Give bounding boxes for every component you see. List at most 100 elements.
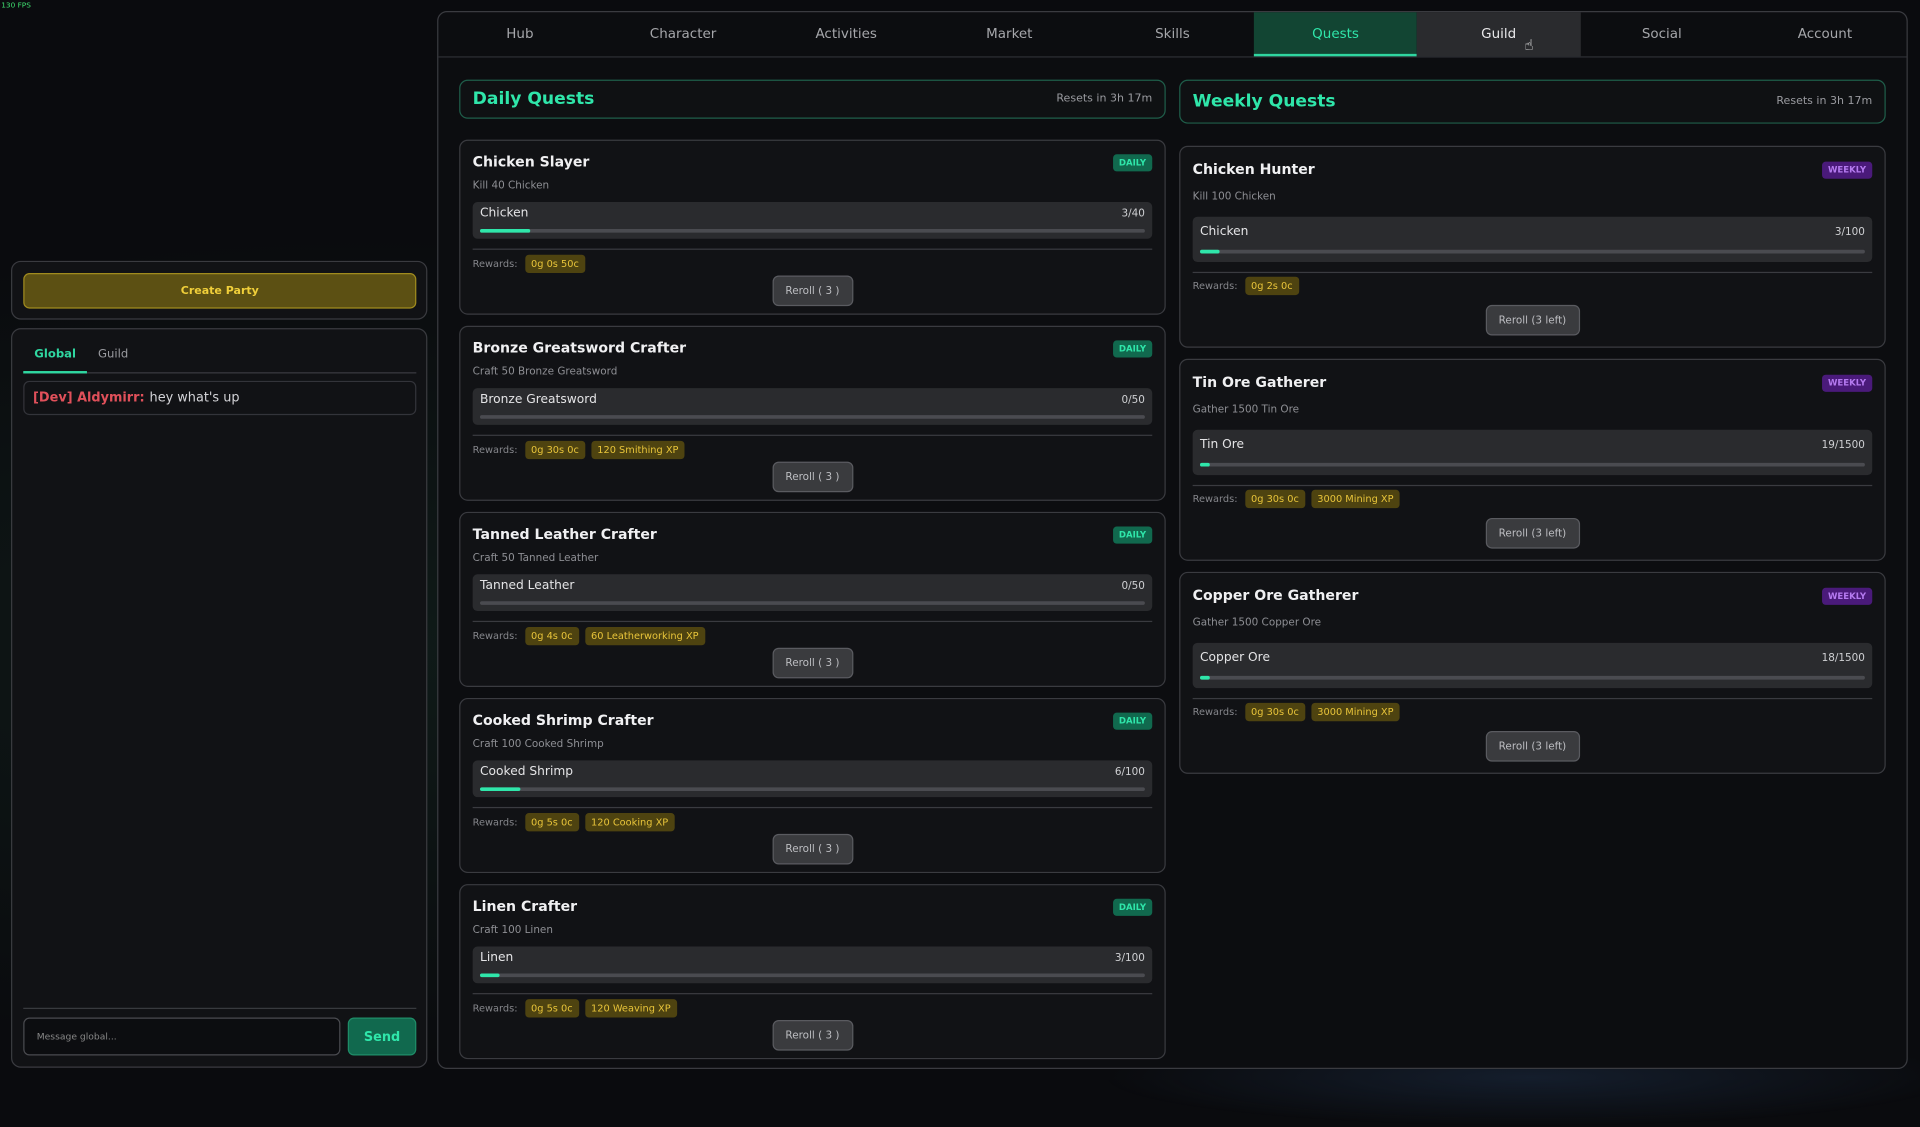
quest-type-badge: DAILY xyxy=(1112,154,1153,172)
reroll-button[interactable]: Reroll ( 3 ) xyxy=(771,1020,853,1051)
chat-tab-global[interactable]: Global xyxy=(23,344,88,374)
tab-guild[interactable]: Guild xyxy=(1417,12,1581,57)
reward-chip: 0g 30s 0c xyxy=(1244,702,1306,722)
progress-bar xyxy=(1200,462,1865,467)
progress-count: 0/50 xyxy=(1121,580,1145,593)
reroll-button[interactable]: Reroll (3 left) xyxy=(1485,731,1580,762)
send-button[interactable]: Send xyxy=(347,1017,417,1056)
quest-rewards: Rewards: 0g 2s 0c xyxy=(1192,276,1299,296)
quest-progress: Tanned Leather 0/50 xyxy=(472,574,1153,612)
create-party-button[interactable]: Create Party xyxy=(23,273,417,309)
progress-bar xyxy=(480,228,1145,233)
quest-description: Craft 50 Tanned Leather xyxy=(472,552,599,565)
tab-skills[interactable]: Skills xyxy=(1155,25,1190,42)
rewards-label: Rewards: xyxy=(1192,280,1238,292)
daily-quests-column: Daily Quests Resets in 3h 17m Chicken Sl… xyxy=(459,79,1166,1060)
card-divider xyxy=(1192,271,1873,274)
quest-type-badge: DAILY xyxy=(1112,712,1153,730)
progress-bar xyxy=(480,973,1145,978)
card-divider xyxy=(472,620,1153,623)
quest-rewards: Rewards: 0g 0s 50c xyxy=(472,254,586,274)
quest-rewards: Rewards: 0g 5s 0c 120 Weaving XP xyxy=(473,999,677,1018)
quest-progress: Chicken 3/40 xyxy=(472,202,1153,239)
quest-title: Bronze Greatsword Crafter xyxy=(472,339,687,357)
reward-chip: 0g 30s 0c xyxy=(1244,489,1306,509)
reroll-button[interactable]: Reroll (3 left) xyxy=(1485,304,1580,336)
progress-bar-fill xyxy=(1200,675,1210,680)
daily-quests-header: Daily Quests Resets in 3h 17m xyxy=(459,79,1166,119)
quest-type-badge: DAILY xyxy=(1112,898,1153,916)
quest-title: Cooked Shrimp Crafter xyxy=(472,711,654,729)
reward-chip: 3000 Mining XP xyxy=(1311,702,1400,722)
quest-card: Tanned Leather Crafter DAILY Craft 50 Tann… xyxy=(459,511,1166,687)
rewards-label: Rewards: xyxy=(1192,493,1238,505)
progress-item-name: Copper Ore xyxy=(1200,651,1270,665)
reroll-button[interactable]: Reroll ( 3 ) xyxy=(771,647,853,679)
reroll-button[interactable]: Reroll (3 left) xyxy=(1485,517,1580,549)
tab-quests[interactable]: Quests xyxy=(1253,12,1418,57)
progress-bar-fill xyxy=(1200,462,1210,467)
tab-market[interactable]: Market xyxy=(986,25,1033,42)
rewards-label: Rewards: xyxy=(472,816,518,828)
rewards-label: Rewards: xyxy=(1192,706,1238,718)
card-divider xyxy=(472,993,1153,995)
chat-message: [Dev] Aldymirr: hey what's up xyxy=(23,380,417,416)
reroll-button[interactable]: Reroll ( 3 ) xyxy=(771,461,853,493)
message-author[interactable]: [Dev] Aldymirr: xyxy=(33,390,145,406)
reward-chip: 0g 5s 0c xyxy=(524,999,579,1018)
quest-card: Tin Ore Gatherer WEEKLY Gather 1500 Tin Or… xyxy=(1179,358,1886,561)
daily-reset-timer: Resets in 3h 17m xyxy=(1056,93,1153,106)
quest-rewards: Rewards: 0g 30s 0c 3000 Mining XP xyxy=(1192,489,1400,509)
card-divider xyxy=(1192,484,1873,487)
progress-bar-fill xyxy=(480,973,500,978)
reward-chip: 3000 Mining XP xyxy=(1311,489,1400,509)
tab-social[interactable]: Social xyxy=(1641,25,1682,42)
card-divider xyxy=(472,806,1153,809)
progress-bar xyxy=(480,601,1145,605)
reroll-button[interactable]: Reroll ( 3 ) xyxy=(771,275,853,307)
chat-panel: Global Guild [Dev] Aldymirr: hey what's u… xyxy=(11,328,428,1068)
progress-count: 18/1500 xyxy=(1821,652,1865,665)
weekly-quests-header: Weekly Quests Resets in 3h 17m xyxy=(1179,79,1886,124)
message-text: hey what's up xyxy=(149,390,240,406)
chat-tab-guild[interactable]: Guild xyxy=(98,347,129,362)
reward-chip: 0g 30s 0c xyxy=(524,440,586,460)
rewards-label: Rewards: xyxy=(472,630,518,642)
quest-description: Kill 40 Chicken xyxy=(472,180,550,193)
progress-count: 19/1500 xyxy=(1821,439,1865,452)
reroll-button[interactable]: Reroll ( 3 ) xyxy=(771,833,853,865)
reward-chip: 0g 4s 0c xyxy=(524,626,579,646)
tab-account[interactable]: Account xyxy=(1797,25,1853,42)
rewards-label: Rewards: xyxy=(472,444,518,456)
quest-type-badge: WEEKLY xyxy=(1821,374,1873,392)
quest-progress: Tin Ore 19/1500 xyxy=(1192,429,1873,476)
progress-count: 0/50 xyxy=(1121,394,1145,407)
rewards-label: Rewards: xyxy=(472,258,518,270)
quest-rewards: Rewards: 0g 5s 0c 120 Cooking XP xyxy=(472,813,675,832)
chat-tabs: Global Guild xyxy=(23,344,417,374)
quest-description: Craft 100 Cooked Shrimp xyxy=(472,738,604,751)
main-nav-tabs: Hub Character Activities Market Skills Quests… xyxy=(438,12,1907,58)
quest-progress: Chicken 3/100 xyxy=(1192,216,1873,263)
main-panel: Hub Character Activities Market Skills Quests… xyxy=(437,11,1908,1069)
progress-count: 3/100 xyxy=(1834,226,1865,239)
chat-message-input[interactable] xyxy=(23,1017,341,1056)
tab-character[interactable]: Character xyxy=(649,25,717,42)
reward-chip: 120 Smithing XP xyxy=(591,440,685,460)
quest-card: Bronze Greatsword Crafter DAILY Craft 50 B… xyxy=(459,325,1166,501)
progress-item-name: Tin Ore xyxy=(1200,438,1245,452)
quest-rewards: Rewards: 0g 30s 0c 120 Smithing XP xyxy=(472,440,685,460)
quest-progress: Linen 3/100 xyxy=(472,946,1153,984)
fps-counter: 130 FPS xyxy=(1,1,31,10)
progress-bar-fill xyxy=(480,228,530,233)
progress-item-name: Bronze Greatsword xyxy=(480,393,597,407)
quest-card: Copper Ore Gatherer WEEKLY Gather 1500 Cop… xyxy=(1179,571,1886,774)
tab-hub[interactable]: Hub xyxy=(506,25,534,42)
reward-chip: 60 Leatherworking XP xyxy=(584,626,705,646)
quest-card: Chicken Hunter WEEKLY Kill 100 Chicken Chic… xyxy=(1179,145,1886,348)
quest-card: Linen Crafter DAILY Craft 100 Linen Linen 3/… xyxy=(459,884,1166,1060)
quest-rewards: Rewards: 0g 30s 0c 3000 Mining XP xyxy=(1192,702,1400,722)
tab-activities[interactable]: Activities xyxy=(815,25,877,42)
reward-chip: 0g 5s 0c xyxy=(524,813,579,832)
